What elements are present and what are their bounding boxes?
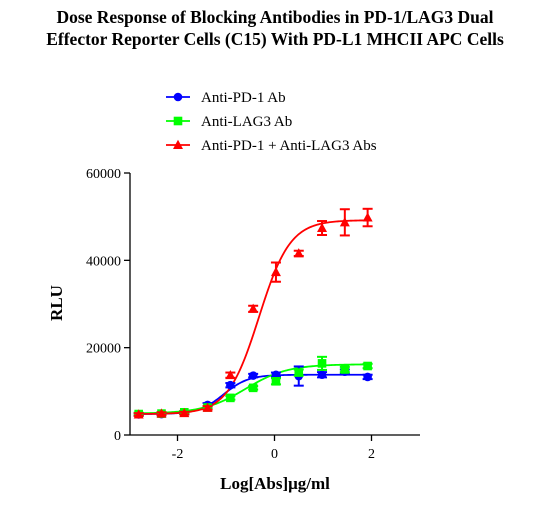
data-point <box>362 212 373 222</box>
data-point <box>317 222 328 233</box>
series-3-points <box>133 207 373 419</box>
legend-item-1: Anti-PD-1 Ab <box>166 90 286 106</box>
legend-marker <box>173 92 183 102</box>
data-point <box>248 303 259 313</box>
data-point <box>340 365 350 374</box>
chart-title-line-1: Dose Response of Blocking Antibodies in … <box>56 7 494 27</box>
fit-curve-series-3 <box>136 219 372 415</box>
legend-marker <box>173 139 183 149</box>
chart-title: Dose Response of Blocking Antibodies in … <box>0 6 550 50</box>
data-point <box>226 393 235 403</box>
data-point <box>179 407 190 418</box>
data-points <box>133 207 373 419</box>
chart-title-line-2: Effector Reporter Cells (C15) With PD-L1… <box>46 29 504 49</box>
data-point <box>271 370 281 380</box>
y-axis-title: RLU <box>47 285 66 321</box>
y-tick-label: 40000 <box>86 254 121 269</box>
data-point <box>226 380 235 390</box>
legend-item-2: Anti-LAG3 Ab <box>166 114 292 130</box>
y-tick-label: 60000 <box>86 167 121 182</box>
legend-marker <box>173 116 183 126</box>
x-axis-title: Log[Abs]μg/ml <box>220 474 330 493</box>
legend-item-3: Anti-PD-1 + Anti-LAG3 Abs <box>166 138 377 154</box>
fit-curve-series-1 <box>136 373 372 415</box>
legend-label: Anti-PD-1 Ab <box>201 90 286 106</box>
data-point <box>271 376 281 386</box>
legend: Anti-PD-1 Ab Anti-LAG3 Ab Anti-PD-1 + Anti… <box>166 90 377 154</box>
data-point <box>225 369 236 380</box>
legend-label: Anti-PD-1 + Anti-LAG3 Abs <box>201 138 377 154</box>
data-point <box>133 409 144 419</box>
data-point <box>293 248 304 258</box>
data-point <box>156 408 167 418</box>
data-point <box>294 368 304 377</box>
x-tick-label: -2 <box>172 447 184 462</box>
axes: 0 20000 40000 60000 -2 0 2 <box>86 167 420 462</box>
data-point <box>339 217 350 227</box>
series-2-points <box>133 355 373 419</box>
y-tick-label: 0 <box>114 429 121 444</box>
data-point <box>317 359 327 368</box>
data-point <box>317 370 327 380</box>
x-tick-label: 2 <box>368 447 375 462</box>
data-point <box>363 372 372 382</box>
data-point <box>363 361 372 371</box>
legend-label: Anti-LAG3 Ab <box>201 114 292 130</box>
data-point <box>202 402 213 412</box>
data-point <box>270 266 281 277</box>
data-point <box>248 383 258 393</box>
data-point <box>248 371 258 380</box>
y-tick-label: 20000 <box>86 342 121 357</box>
x-tick-label: 0 <box>271 447 278 462</box>
